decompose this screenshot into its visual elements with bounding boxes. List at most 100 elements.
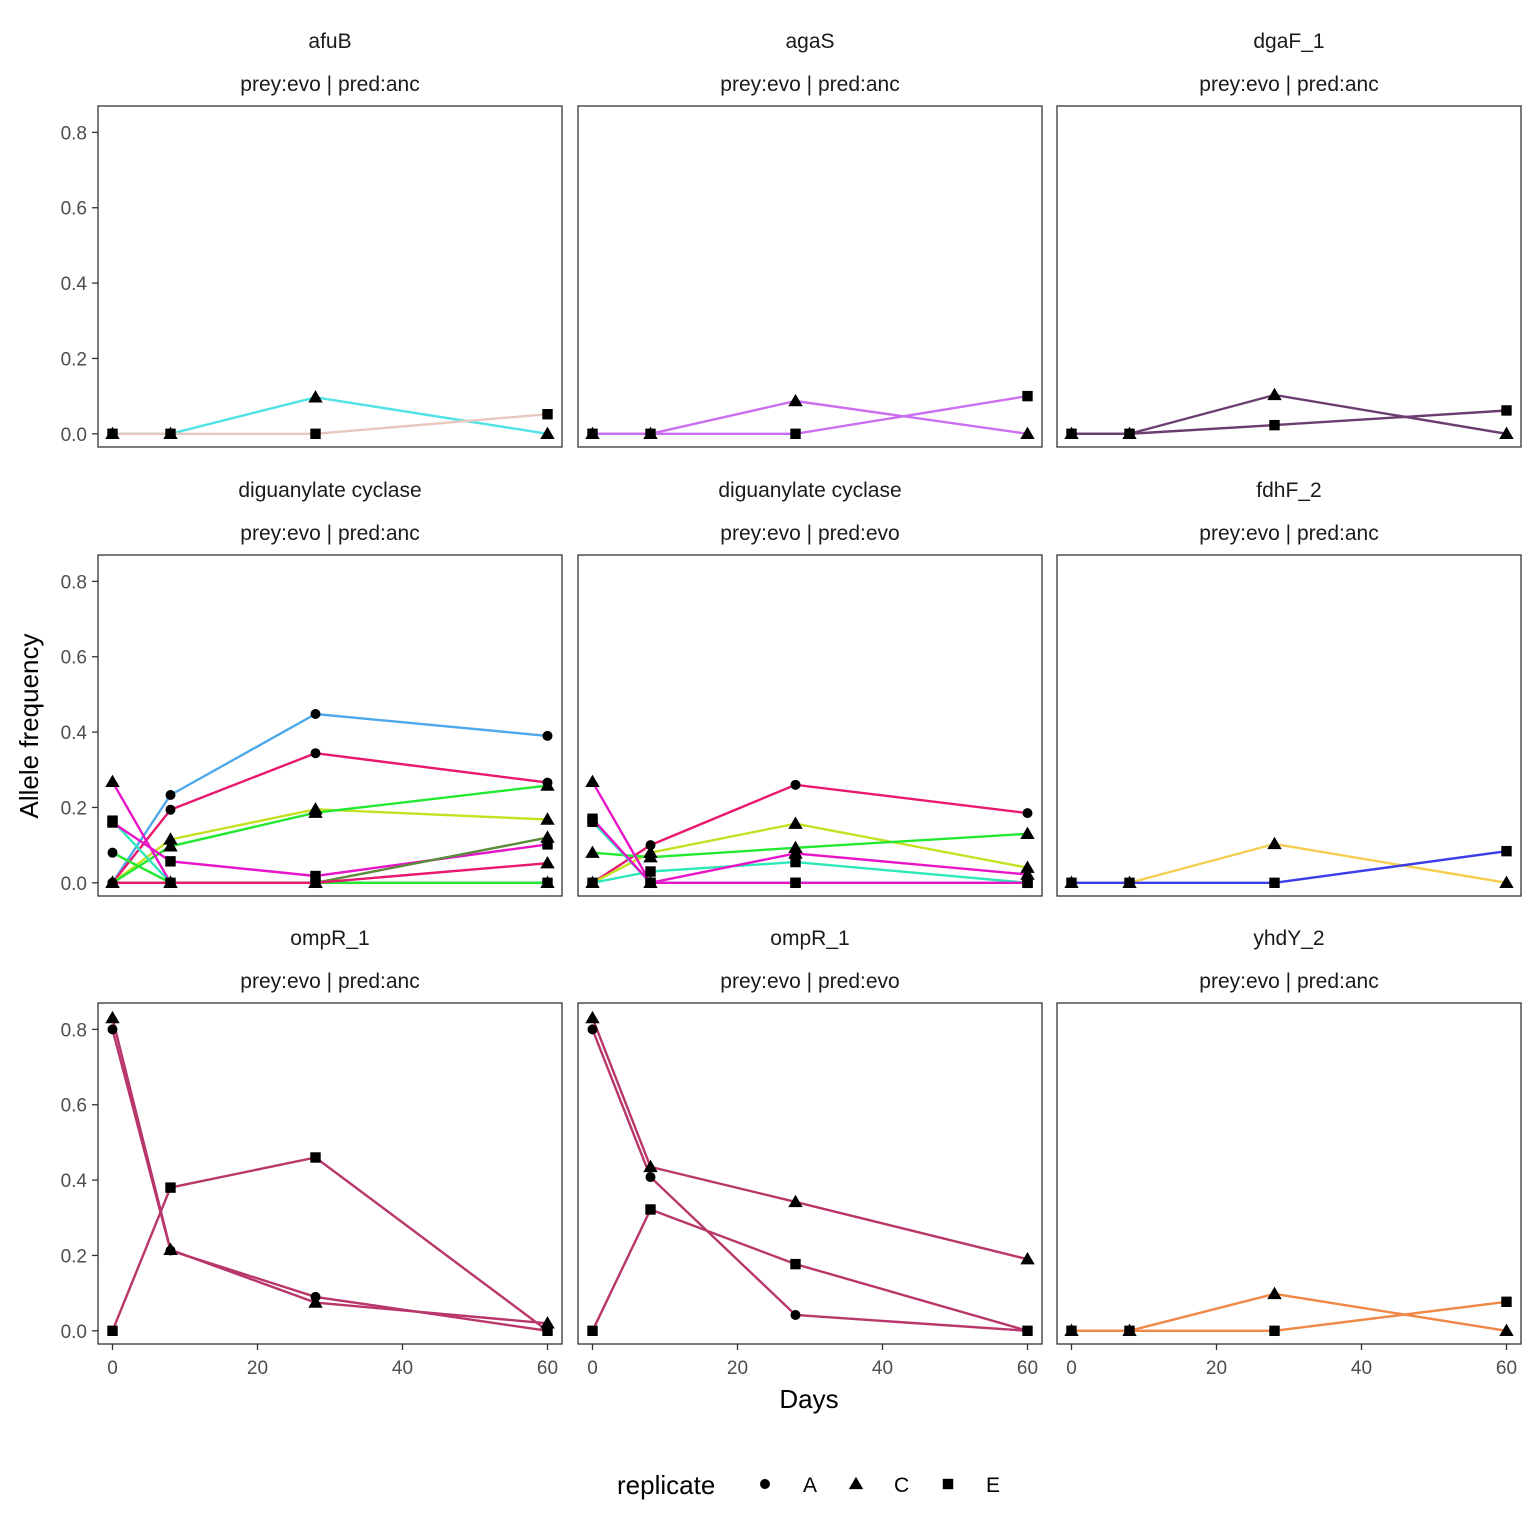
series-line [1071,850,1507,884]
x-tick-label: 20 [727,1358,748,1379]
facet-panel: ompR_1 prey:evo | pred:anc 0.0 0.2 0.4 0.6 0.8… [61,927,563,1379]
data-point [1020,860,1035,873]
facet-gene-label: diguanylate cyclase [238,479,421,502]
data-point [310,428,321,440]
series-line [591,1207,1028,1332]
x-tick-label: 40 [392,1358,413,1379]
facet-panel: agaS prey:evo | pred:anc [577,30,1043,448]
x-tick-label: 0 [107,1358,118,1379]
y-tick-label: 0.2 [61,798,87,819]
data-point [165,428,176,440]
data-point [540,1316,555,1329]
facet-treatment-label: prey:evo | pred:anc [240,73,419,96]
data-point [1269,877,1280,889]
x-tick-label: 40 [1351,1358,1372,1379]
facet-treatment-label: prey:evo | pred:evo [720,970,899,993]
facet-panel: dgaF_1 prey:evo | pred:anc [1056,30,1522,448]
y-tick-label: 0.4 [61,723,88,744]
y-tick-label: 0.4 [61,274,88,295]
series-line [592,394,1028,435]
series-line [592,860,1028,884]
data-point [1269,419,1280,431]
data-point [790,856,801,868]
legend-label: A [803,1474,817,1497]
facet-gene-label: fdhF_2 [1256,479,1321,502]
data-point [540,426,555,439]
y-tick-label: 0.8 [61,572,87,593]
y-tick-label: 0.0 [61,425,87,446]
facet-gene-label: agaS [785,30,834,53]
facet-treatment-label: prey:evo | pred:anc [1199,73,1378,96]
data-point [587,877,598,889]
panels-layer: afuB prey:evo | pred:anc 0.0 0.2 0.4 0.6 0.8 ag… [61,30,1522,1379]
series-line [112,862,548,884]
data-point [163,839,178,852]
data-point [540,778,555,791]
panel-frame [577,554,1043,897]
data-point [790,877,801,889]
legend-entry: C [848,1474,909,1497]
facet-gene-label: yhdY_2 [1253,927,1324,950]
data-point [643,1159,658,1173]
data-point [788,1194,803,1208]
data-point [645,840,656,851]
data-point [643,849,658,863]
data-point [790,1309,801,1320]
legend-title: replicate [617,1470,715,1500]
data-point [542,877,553,888]
data-point [1499,426,1514,439]
data-point [1499,1323,1514,1336]
data-point [1499,875,1514,888]
series-line [1071,1300,1507,1333]
panel-frame [577,1002,1043,1345]
data-point [540,812,555,825]
y-tick-label: 0.4 [61,1171,88,1192]
data-point [308,875,323,888]
data-point [587,1325,598,1337]
data-point [788,816,803,829]
data-point [107,428,118,440]
data-point [310,709,321,720]
data-point [540,830,555,843]
panel-frame [1056,1002,1522,1345]
data-point [1267,387,1282,401]
data-point [1020,426,1035,439]
legend: replicate A C E [617,1470,1000,1500]
series-line [591,781,1028,885]
facet-gene-label: afuB [308,30,351,53]
data-point [310,748,321,759]
data-point [163,1242,178,1255]
data-point [165,804,176,815]
data-point [105,1010,120,1024]
legend-key-square-icon [942,1478,954,1490]
y-tick-label: 0.6 [61,199,87,220]
data-point [308,390,323,403]
data-point [1022,390,1033,402]
x-tick-label: 0 [1066,1358,1077,1379]
legend-entry: E [942,1474,1000,1497]
data-point [645,428,656,440]
data-point [1066,1325,1077,1337]
legend-label: C [894,1474,909,1497]
data-point [542,409,553,420]
data-point [1124,877,1135,889]
legend-entry: A [760,1474,817,1497]
data-point [1501,405,1512,416]
data-point [645,866,656,877]
facet-treatment-label: prey:evo | pred:anc [240,522,419,545]
legend-key-triangle-icon [848,1476,864,1490]
series-line [111,1156,549,1332]
facet-treatment-label: prey:evo | pred:anc [1199,970,1378,993]
series-line [111,808,548,884]
panel-frame [97,105,563,448]
facet-treatment-label: prey:evo | pred:anc [720,73,899,96]
data-point [1022,1325,1033,1337]
data-point [1020,1252,1035,1265]
data-point [163,832,178,845]
series-line [591,783,1028,884]
data-point [1020,826,1035,840]
x-tick-label: 40 [872,1358,893,1379]
series-line [111,1017,548,1325]
data-point [1267,1286,1282,1300]
data-point [308,1295,323,1308]
